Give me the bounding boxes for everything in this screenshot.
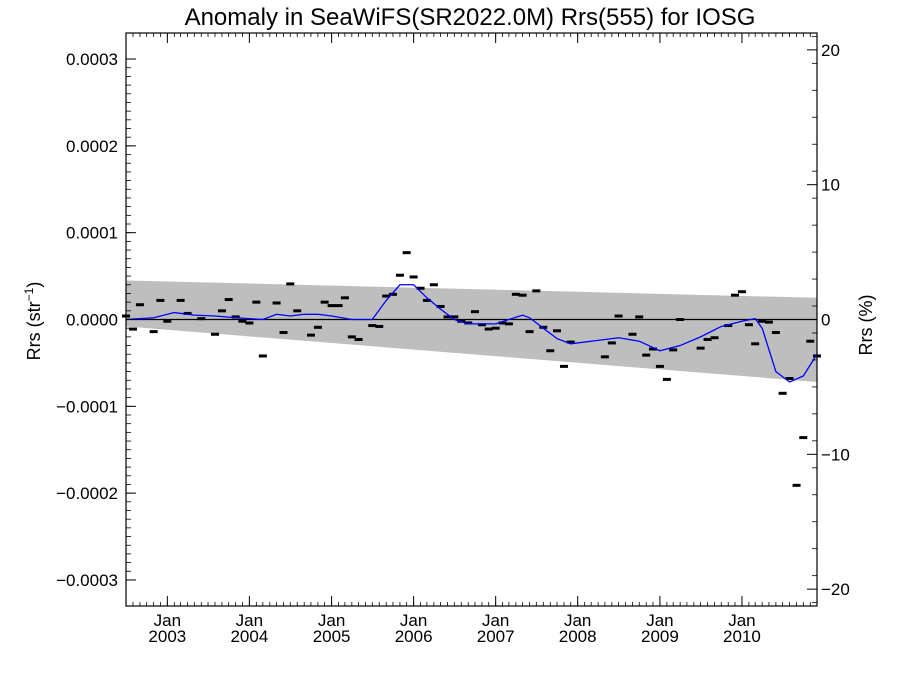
x-tick-year-label: 2010 <box>723 627 761 646</box>
x-tick-year-label: 2005 <box>313 627 351 646</box>
x-tick-year-label: 2003 <box>148 627 186 646</box>
x-tick-month-label: Jan <box>318 611 345 630</box>
x-tick-month-label: Jan <box>154 611 181 630</box>
chart-title: Anomaly in SeaWiFS(SR2022.0M) Rrs(555) f… <box>185 4 756 31</box>
y-left-tick-label: 0.0003 <box>66 50 118 69</box>
y-axis-left-label-exponent: −1 <box>22 287 36 301</box>
x-tick-month-label: Jan <box>564 611 591 630</box>
x-tick-year-label: 2007 <box>477 627 515 646</box>
x-tick-month-label: Jan <box>728 611 755 630</box>
x-tick-month-label: Jan <box>482 611 509 630</box>
x-tick-year-label: 2009 <box>641 627 679 646</box>
y-right-tick-label: −20 <box>821 580 850 599</box>
y-right-tick-label: 20 <box>821 41 840 60</box>
y-right-tick-label: 10 <box>821 176 840 195</box>
y-left-tick-label: 0.0002 <box>66 137 118 156</box>
y-left-tick-label: −0.0002 <box>56 484 118 503</box>
y-axis-right-label: Rrs (%) <box>856 295 876 356</box>
smoothed-line <box>125 284 818 383</box>
x-tick-month-label: Jan <box>646 611 673 630</box>
x-tick-month-label: Jan <box>236 611 263 630</box>
y-left-tick-label: 0.0001 <box>66 224 118 243</box>
y-left-tick-label: −0.0003 <box>56 571 118 590</box>
y-axis-left-label-base: Rrs (str <box>24 301 44 360</box>
x-tick-year-label: 2008 <box>559 627 597 646</box>
x-tick-year-label: 2006 <box>395 627 433 646</box>
y-right-tick-label: −10 <box>821 445 850 464</box>
uncertainty-band <box>126 280 817 383</box>
x-tick-year-label: 2004 <box>230 627 268 646</box>
y-right-tick-label: 0 <box>821 311 830 330</box>
x-tick-month-label: Jan <box>400 611 427 630</box>
plot-area: 0.0003 0.0002 0.0001 0.0000 −0.0001 −0.0002 −0… <box>56 32 850 646</box>
y-axis-left-label-close: ) <box>24 282 44 288</box>
y-left-tick-label: −0.0001 <box>56 397 118 416</box>
y-left-tick-label: 0.0000 <box>66 311 118 330</box>
y-axis-left-label: Rrs (str−1) <box>22 282 44 361</box>
